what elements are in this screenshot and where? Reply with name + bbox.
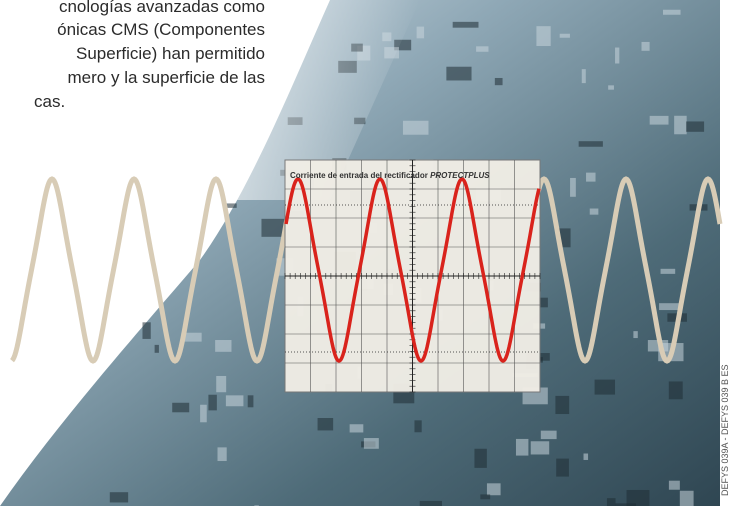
component	[659, 303, 682, 311]
component	[476, 46, 489, 52]
component	[615, 47, 620, 64]
component	[626, 489, 650, 506]
component	[154, 344, 159, 353]
component	[317, 418, 334, 431]
component	[172, 402, 190, 413]
paragraph-line: cas.	[34, 92, 65, 111]
component	[537, 297, 548, 308]
component	[515, 438, 529, 456]
component	[536, 26, 551, 47]
component	[578, 141, 603, 147]
component	[538, 357, 543, 363]
component	[556, 458, 569, 477]
component	[647, 340, 669, 352]
component	[452, 21, 479, 28]
component	[570, 177, 576, 197]
caption-text: Corriente de entrada del rectificador	[290, 171, 428, 180]
component	[608, 85, 614, 90]
component	[414, 420, 422, 433]
component	[686, 121, 705, 132]
component	[663, 9, 681, 15]
component	[594, 379, 616, 395]
side-reference: DEFYS 039A - DEFYS 039 B ES	[720, 364, 730, 496]
paragraph-line: mero y la superficie de las	[68, 68, 265, 87]
component	[660, 268, 676, 274]
component	[555, 395, 570, 415]
component	[615, 503, 636, 506]
component	[480, 494, 491, 500]
component	[586, 172, 596, 182]
component	[225, 203, 237, 208]
component	[349, 424, 364, 433]
rectifier-current-waveform	[284, 177, 541, 363]
paragraph-line: Superficie) han permitido	[76, 44, 265, 63]
component	[606, 498, 616, 506]
component	[633, 331, 638, 339]
component	[583, 453, 589, 460]
component	[674, 115, 687, 135]
component	[641, 41, 650, 51]
component	[181, 332, 202, 342]
component	[215, 340, 232, 352]
component	[494, 77, 503, 86]
component	[530, 441, 550, 455]
component	[649, 115, 669, 125]
component	[668, 381, 683, 400]
component	[217, 447, 227, 462]
component	[363, 438, 379, 449]
paragraph-line: ónicas CMS (Componentes	[57, 20, 265, 39]
component	[394, 39, 412, 51]
oscilloscope-caption: Corriente de entrada del rectificador PR…	[290, 171, 490, 180]
component	[261, 218, 287, 237]
component	[416, 26, 425, 39]
component	[559, 33, 570, 38]
component	[200, 404, 207, 423]
component	[679, 490, 694, 506]
input-waveform	[10, 176, 723, 364]
component	[540, 430, 557, 440]
component	[446, 66, 472, 81]
paragraph-line: cnologías avanzadas como	[59, 0, 265, 16]
component	[559, 228, 571, 248]
component	[486, 483, 501, 496]
photo-fade	[160, 0, 420, 200]
component	[581, 69, 586, 84]
component	[109, 492, 129, 503]
component	[474, 448, 487, 468]
component	[208, 394, 217, 411]
caption-product: PROTECTPLUS	[430, 171, 490, 180]
component	[142, 322, 151, 339]
component	[216, 375, 227, 393]
component	[419, 500, 443, 506]
component	[247, 395, 254, 408]
component	[589, 208, 599, 215]
component	[225, 395, 244, 407]
component	[668, 480, 680, 490]
component	[402, 120, 429, 135]
